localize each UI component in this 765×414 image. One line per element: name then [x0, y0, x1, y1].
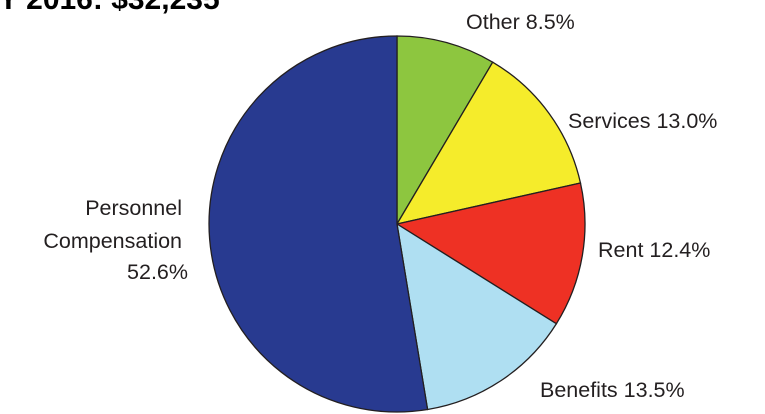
pie-slice-rent [395, 182, 586, 325]
pie-slice-benefits [396, 222, 558, 411]
slice-label-other: Other 8.5% [466, 10, 575, 34]
pie-slices [208, 35, 586, 413]
slice-label-rent: Rent 12.4% [598, 238, 710, 262]
slice-label-services: Services 13.0% [568, 109, 717, 133]
pie-slice-services [395, 61, 582, 225]
pie-slice-personnel-compensation [208, 35, 429, 413]
slice-label-personnel: Personnel Compensation 52.6% [43, 196, 188, 284]
pie-slice-other [396, 35, 494, 227]
chart-title: FY 2016: $32,235 [0, 0, 220, 16]
slice-label-benefits: Benefits 13.5% [540, 378, 685, 402]
